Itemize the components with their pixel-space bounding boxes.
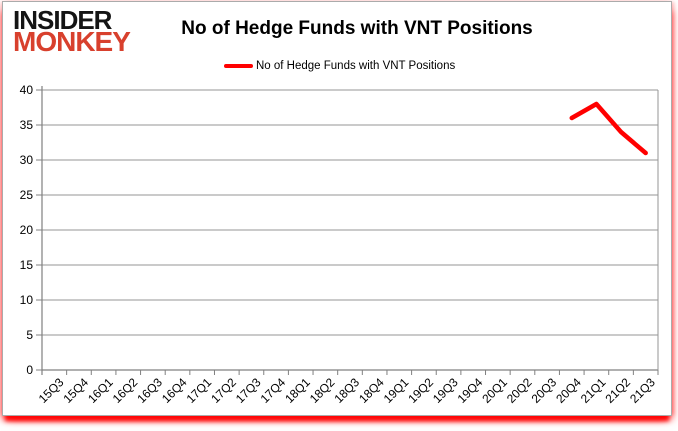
axis-tick-label: 16Q4	[159, 375, 190, 406]
axis-tick-label: 40	[20, 83, 34, 97]
logo-line-insider: INSIDER	[13, 5, 112, 35]
axis-tick-label: 30	[20, 153, 34, 167]
legend-label: No of Hedge Funds with VNT Positions	[256, 60, 456, 72]
axis-tick-label: 18Q3	[331, 375, 362, 406]
axis-tick-label: 19Q3	[430, 375, 461, 406]
axis-tick-label: 17Q4	[258, 375, 289, 406]
axis-tick-label: 16Q3	[134, 375, 165, 406]
axis-tick-label: 18Q1	[282, 375, 313, 406]
axis-tick-label: 20Q1	[479, 375, 510, 406]
chart-title: No of Hedge Funds with VNT Positions	[181, 18, 533, 39]
axis-tick-label: 21Q1	[578, 375, 609, 406]
insider-monkey-logo: INSIDER MONKEY	[13, 5, 131, 58]
axis-tick-label: 19Q1	[381, 375, 412, 406]
axis-tick-label: 15Q4	[60, 375, 91, 406]
chart-legend: No of Hedge Funds with VNT Positions	[224, 60, 455, 72]
axis-tick-label: 18Q4	[356, 375, 387, 406]
axis-tick-label: 20Q2	[504, 375, 535, 406]
chart-card: INSIDER MONKEY No of Hedge Funds with VN…	[2, 1, 672, 416]
axis-tick-label: 17Q3	[233, 375, 264, 406]
axis-tick-label: 16Q2	[110, 375, 141, 406]
axis-tick-label: 17Q1	[184, 375, 215, 406]
axis-tick-label: 35	[20, 118, 34, 132]
axis-tick-label: 25	[20, 188, 34, 202]
axis-tick-label: 0	[26, 363, 33, 377]
legend-line-swatch	[224, 64, 253, 68]
axis-tick-label: 21Q3	[627, 375, 658, 406]
axis-tick-label: 17Q2	[208, 375, 239, 406]
axis-tick-label: 10	[20, 293, 34, 307]
axis-tick-label: 15	[20, 258, 34, 272]
logo-line-monkey: MONKEY	[13, 26, 131, 58]
axis-tick-label: 20	[20, 223, 34, 237]
series-line-vnt-positions	[569, 101, 648, 156]
line-chart-plot: 0 5 10 15 20 25 30 35 40 15Q315Q416Q116Q216Q316Q4…	[20, 83, 659, 406]
axis-tick-label: 19Q2	[405, 375, 436, 406]
axis-tick-label: 15Q3	[36, 375, 67, 406]
axis-tick-label: 21Q2	[603, 375, 634, 406]
axis-tick-label: 5	[26, 328, 33, 342]
axis-tick-label: 18Q2	[307, 375, 338, 406]
axis-tick-label: 20Q4	[553, 375, 584, 406]
axis-tick-label: 16Q1	[85, 375, 116, 406]
axis-tick-label: 19Q4	[455, 375, 486, 406]
axis-tick-label: 20Q3	[529, 375, 560, 406]
